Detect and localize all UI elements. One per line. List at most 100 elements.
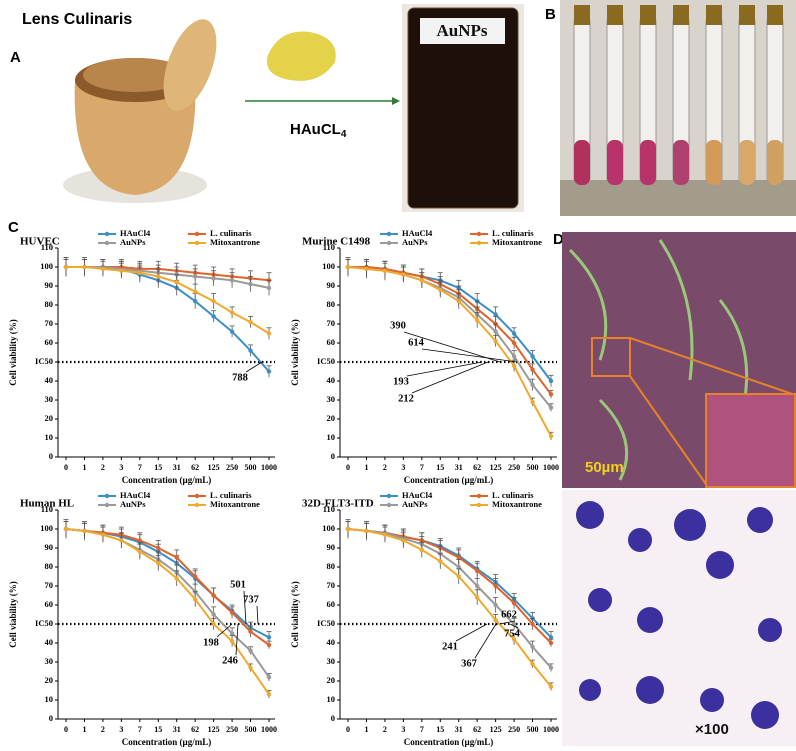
x-tick-label: 31: [455, 463, 463, 472]
data-point: [63, 264, 69, 270]
tube-liquid: [640, 140, 656, 185]
legend-label: HAuCl4: [120, 228, 151, 238]
annotation: 193: [393, 376, 409, 387]
x-axis-title: Concentration (µg/mL): [404, 737, 493, 747]
x-tick-label: 31: [173, 463, 181, 472]
y-tick-label: 60: [327, 599, 336, 609]
legend-marker: [194, 502, 200, 508]
data-point: [530, 644, 535, 649]
data-point: [419, 278, 425, 283]
data-point: [82, 264, 87, 270]
x-tick-label: 125: [208, 725, 220, 734]
y-tick-label: 110: [41, 242, 53, 252]
data-point: [493, 583, 498, 589]
annotation-leader: [474, 623, 497, 659]
x-tick-label: 1: [364, 725, 368, 734]
legend-marker: [476, 493, 482, 499]
y-tick-label: 40: [45, 637, 54, 647]
cell: [706, 551, 734, 579]
data-point: [530, 367, 535, 372]
cell: [747, 507, 773, 533]
x-tick-label: 3: [119, 725, 123, 734]
legend-marker: [104, 240, 110, 246]
y-tick-label: 60: [327, 337, 336, 347]
data-point: [511, 600, 517, 606]
panel-label: D: [553, 231, 564, 248]
legend-marker: [386, 493, 392, 499]
y-tick-label: 60: [45, 599, 54, 609]
annotation-leader: [403, 331, 501, 363]
cell: [700, 688, 724, 712]
annotation-leader: [509, 623, 519, 629]
tube-cap: [706, 5, 722, 25]
data-point: [229, 329, 235, 334]
x-tick-label: 1: [364, 463, 368, 472]
data-point: [266, 635, 272, 640]
annotation-leader: [455, 623, 488, 642]
series-line: [347, 528, 552, 644]
tube-liquid: [673, 140, 689, 185]
data-point: [211, 612, 216, 617]
y-tick-label: 70: [327, 318, 336, 328]
y-tick-label: 40: [327, 637, 336, 647]
y-tick-label: 90: [45, 542, 54, 552]
y-tick-label: 30: [45, 656, 54, 666]
data-point: [548, 635, 554, 640]
y-tick-label: 100: [322, 261, 335, 271]
y-tick-label: 30: [327, 656, 336, 666]
tube-liquid: [574, 140, 590, 185]
panel-a: Lens Culinaris A HAuCL4 AuNPs: [10, 4, 524, 212]
tube-cap: [767, 5, 783, 25]
x-tick-label: 15: [436, 725, 444, 734]
x-tick-label: 7: [138, 725, 142, 734]
data-point: [174, 555, 179, 560]
zoom-line: [629, 375, 709, 488]
data-point: [493, 602, 498, 608]
data-point: [364, 528, 369, 534]
data-point: [548, 433, 554, 439]
x-tick-label: 1: [82, 725, 86, 734]
x-tick-label: 1000: [261, 725, 277, 734]
cell: [751, 701, 779, 729]
annotation: 246: [222, 655, 238, 666]
x-tick-label: 15: [154, 463, 162, 472]
x-tick-label: 31: [173, 725, 181, 734]
data-point: [438, 559, 443, 564]
rack: [560, 180, 796, 216]
x-tick-label: 7: [420, 463, 424, 472]
y-tick-label: IC50: [317, 618, 335, 628]
data-point: [511, 340, 517, 346]
data-point: [100, 266, 106, 272]
annotation: 788: [232, 372, 248, 383]
x-tick-label: 62: [473, 725, 481, 734]
y-tick-label: 80: [45, 561, 54, 571]
annotation: 390: [390, 320, 406, 331]
vial-label-box: [420, 18, 505, 44]
y-tick-label: 80: [45, 299, 54, 309]
legend-label: Mitoxantrone: [492, 237, 542, 247]
jar-lid: [163, 19, 217, 111]
x-tick-label: 2: [383, 725, 387, 734]
x-axis-title: Concentration (µg/mL): [122, 737, 211, 747]
legend-marker: [476, 240, 482, 246]
y-tick-label: 20: [327, 675, 336, 685]
data-point: [530, 661, 535, 667]
data-point: [493, 338, 498, 344]
tube-cap: [739, 5, 755, 25]
data-point: [266, 369, 272, 374]
data-point: [456, 574, 461, 579]
y-tick-label: 110: [323, 504, 335, 514]
y-tick-label: 100: [40, 523, 53, 533]
data-point: [382, 268, 388, 273]
tube-cap: [607, 5, 623, 25]
annotation: 367: [461, 658, 477, 669]
x-tick-label: 15: [436, 463, 444, 472]
data-point: [192, 597, 198, 602]
zoom-line: [629, 337, 796, 396]
data-point: [493, 618, 498, 623]
x-tick-label: 1000: [543, 725, 559, 734]
legend-label: AuNPs: [120, 499, 146, 509]
x-tick-label: 500: [527, 725, 539, 734]
data-point: [266, 692, 272, 697]
data-point: [100, 532, 106, 537]
